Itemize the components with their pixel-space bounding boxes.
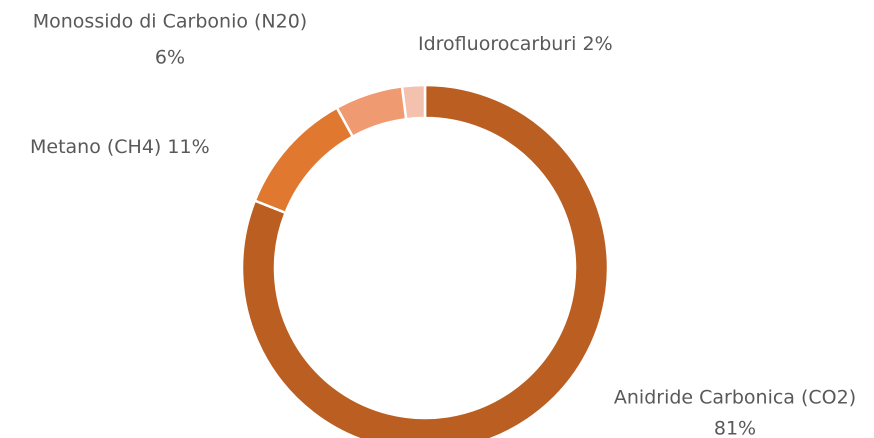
slice-label-line: Metano (CH4) 11% [30, 136, 210, 158]
slice-value-label: 81% [714, 418, 756, 438]
donut-slice [253, 105, 355, 215]
slices [240, 83, 610, 438]
slice-label: Idrofluorocarburi [418, 33, 576, 55]
slice-value-label: 2% [582, 33, 612, 55]
donut-slice [335, 85, 408, 139]
donut-slice [400, 83, 427, 121]
slice-label-line: Idrofluorocarburi 2% [418, 33, 613, 55]
slice-value-label: 11% [167, 136, 209, 158]
slice-label: Monossido di Carbonio (N20) [33, 11, 307, 33]
slice-label: Anidride Carbonica (CO2) [614, 387, 856, 409]
slice-label: Metano (CH4) [30, 136, 161, 158]
donut-slice [240, 83, 610, 438]
slice-value-label: 6% [155, 47, 185, 69]
